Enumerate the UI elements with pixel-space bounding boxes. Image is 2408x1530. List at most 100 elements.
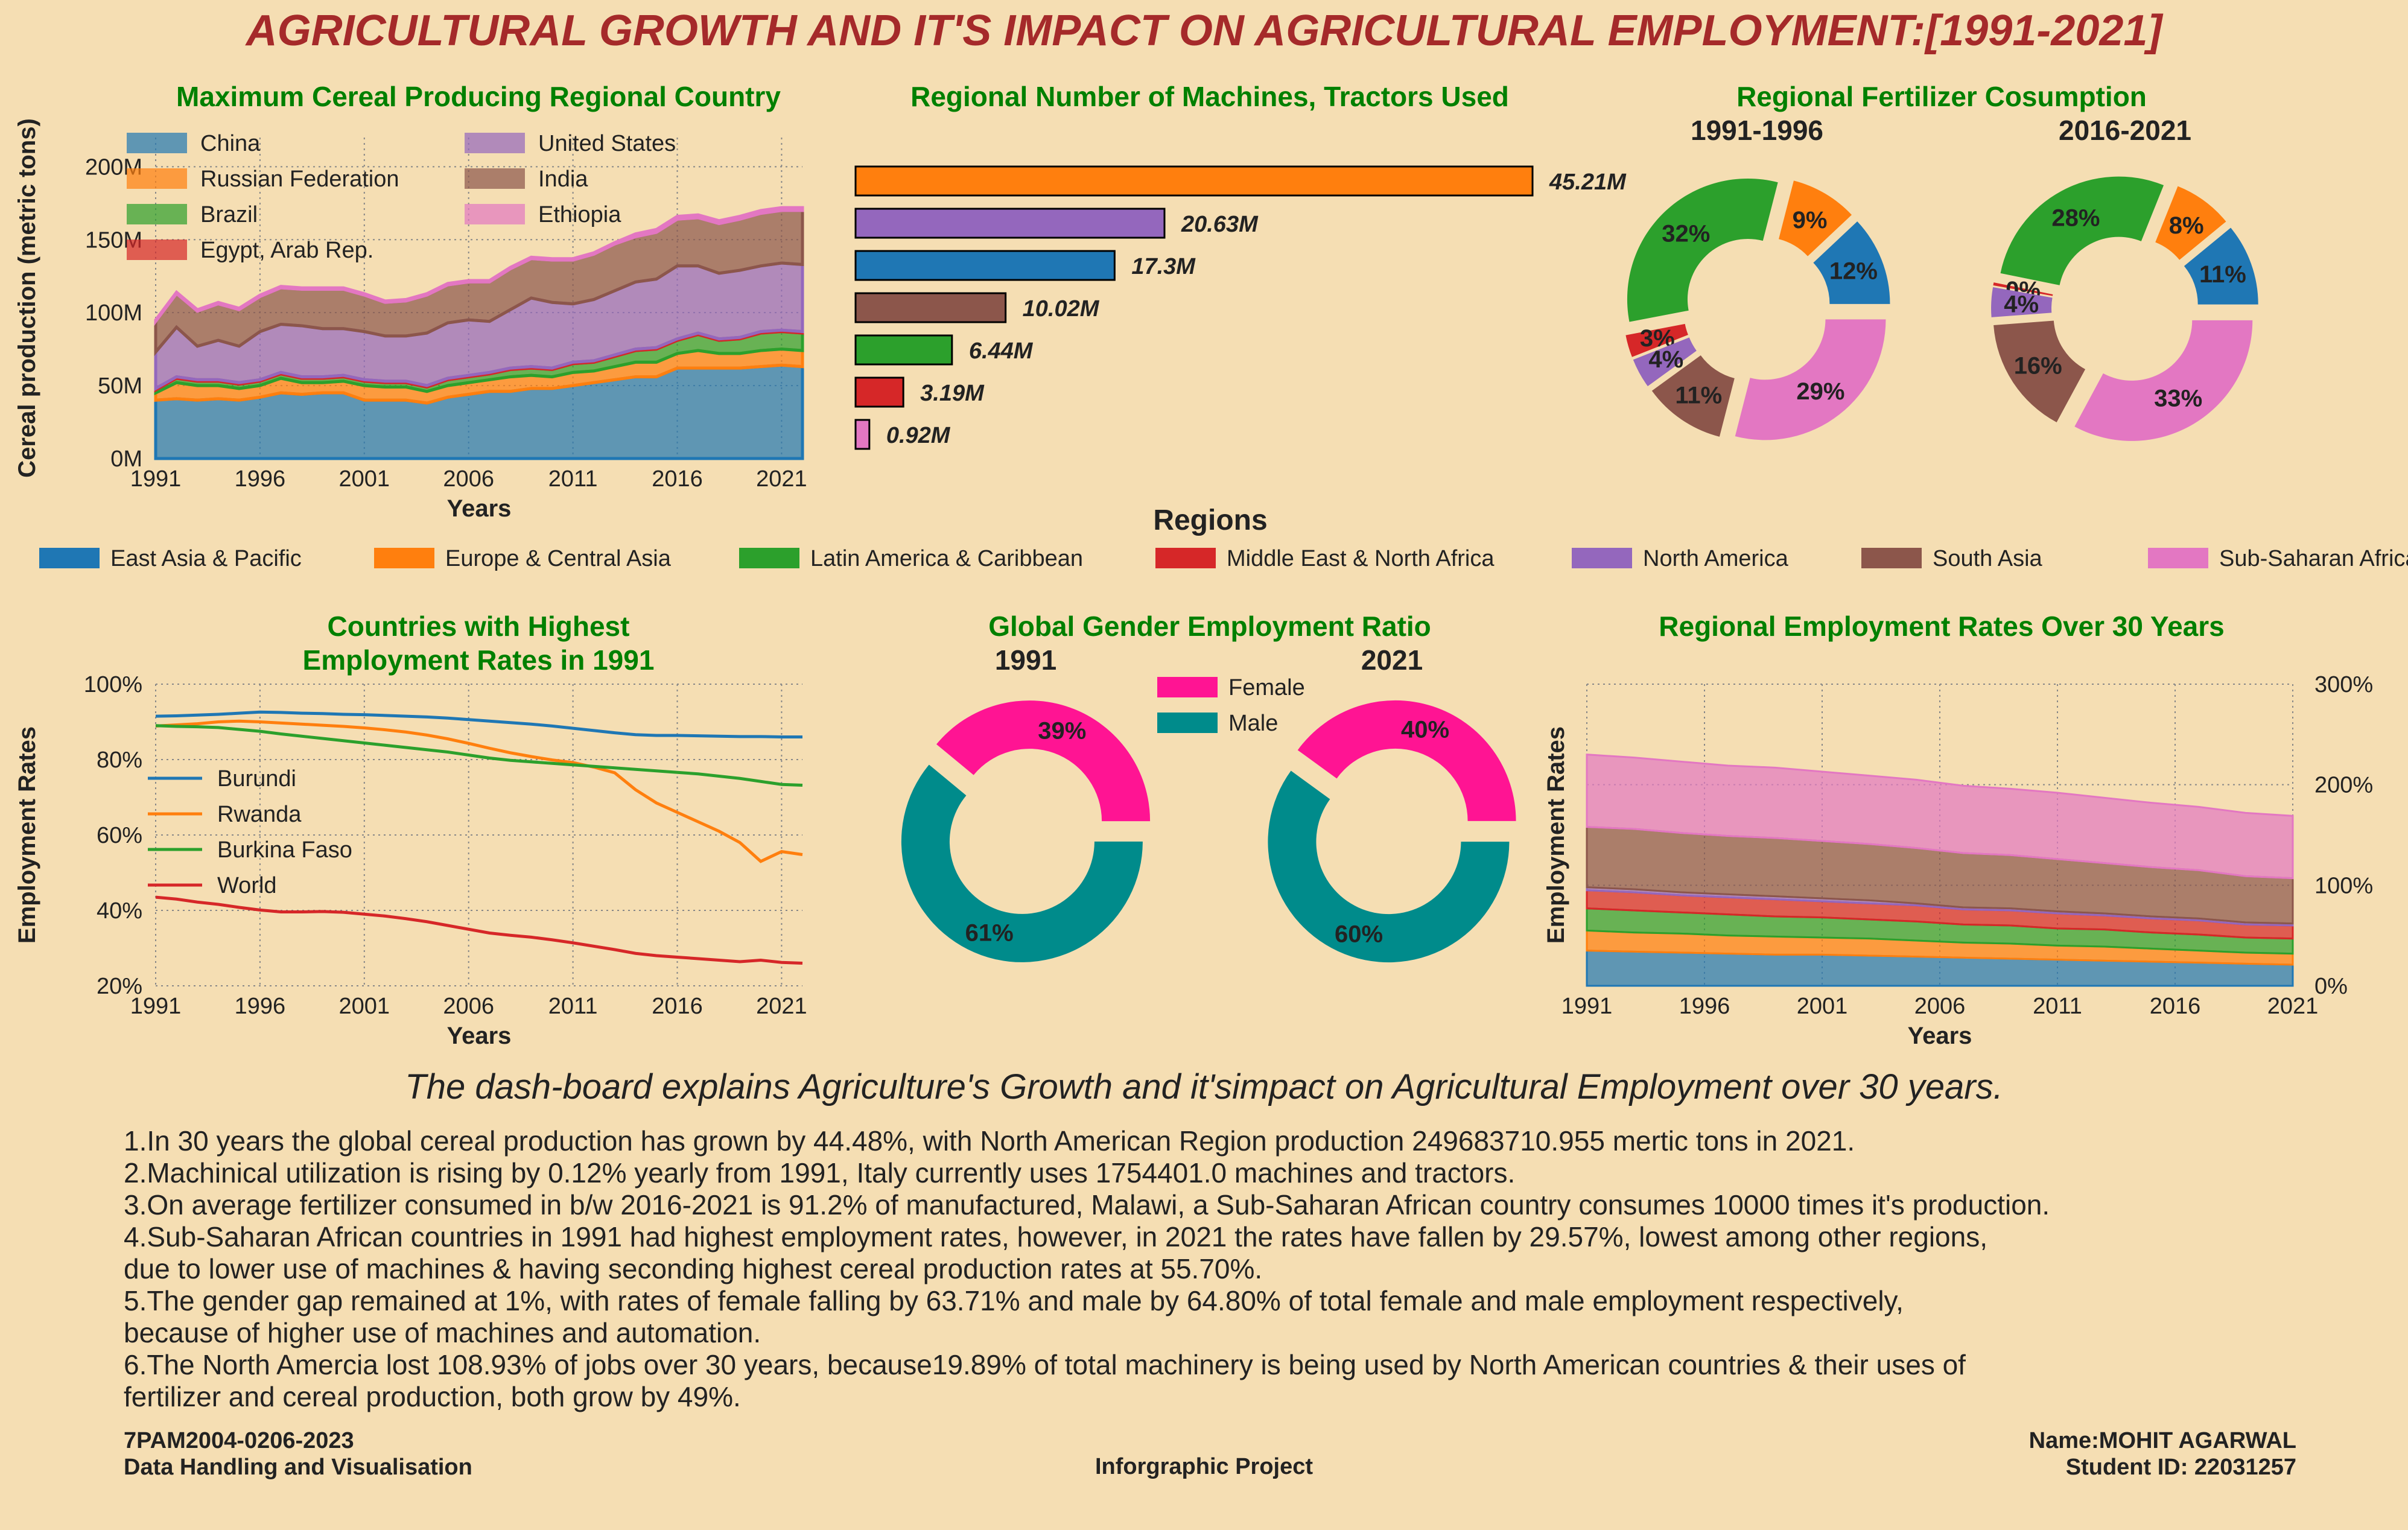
pie-slice-label: 33% [2154,386,2202,412]
x-tick-label: 2016 [2150,994,2201,1019]
pie-slice [1779,180,1852,256]
x-tick-label: 2021 [756,466,807,492]
legend-label: Russian Federation [200,167,399,192]
machines-chart: Regional Number of Machines, Tractors Us… [854,81,1627,450]
bar-value-label: 0.92M [886,423,951,448]
footer-course: 7PAM2004-0206-2023 Data Handling and Vis… [124,1427,472,1481]
pie-slice [2184,227,2258,305]
x-axis-label: Years [447,495,512,522]
pie-slice-label: 11% [1675,382,1722,408]
pie-slice [936,700,1151,822]
chart-title: Regional Employment Rates Over 30 Years [1659,611,2224,642]
pie-slice-label: 61% [965,919,1014,946]
line-series [155,724,803,787]
legend-label: Egypt, Arab Rep. [200,238,373,263]
legend-swatch [465,204,525,224]
legend-swatch [127,204,187,224]
y-tick-label: 60% [97,823,142,848]
pie-slice-label: 12% [1829,258,1878,285]
x-tick-label: 1996 [1679,994,1730,1019]
legend-swatch [39,548,100,568]
area-series [154,206,804,326]
y-tick-label: 300% [2314,672,2373,697]
pie-slice [1297,700,1516,821]
pie-slice [901,764,1143,962]
student-name: Name:MOHIT AGARWAL [2028,1428,2296,1453]
legend-label: Burkina Faso [217,837,352,863]
pie-slice-label: 16% [2014,353,2062,379]
legend-label: North America [1643,546,1789,571]
legend-label: China [200,131,261,156]
pie-slice [2000,176,2164,285]
chart-title: Employment Rates in 1991 [303,644,655,676]
bar [854,292,1007,323]
pie-slice-label: 60% [1335,921,1383,947]
pie-slice [1633,337,1697,387]
y-axis-label: Employment Rates [1543,726,1569,944]
chart-title: Regional Number of Machines, Tractors Us… [910,81,1509,112]
legend-label: India [538,167,588,192]
legend-swatch [1572,548,1632,568]
finding-line: 5.The gender gap remained at 1%, with ra… [124,1285,1904,1316]
x-tick-label: 2011 [548,466,598,492]
pie-slice [1627,178,1778,322]
pie-slice [2155,186,2226,260]
finding-line: fertilizer and cereal production, both g… [124,1381,741,1412]
legend-swatch [1157,713,1218,733]
pie-slice [1993,320,2086,423]
legend-label: Middle East & North Africa [1227,546,1495,571]
legend-swatch [739,548,799,568]
legend-swatch [127,133,187,153]
chart-title: Regional Fertilizer Cosumption [1736,81,2147,112]
regional-employment-chart: Regional Employment Rates Over 30 Years 1… [1543,611,2373,1049]
chart-title: Maximum Cereal Producing Regional Countr… [176,81,781,112]
x-tick-label: 1991 [130,994,182,1019]
footer-project: Inforgraphic Project [1094,1454,1314,1479]
legend-swatch [127,240,187,260]
pie-slice [1735,319,1886,440]
regions-legend: Regions East Asia & Pacific Europe & Centr… [39,504,2408,571]
page-title: AGRICULTURAL GROWTH AND IT'S IMPACT ON A… [246,7,2162,55]
chart-title: Global Gender Employment Ratio [988,611,1431,642]
pie-slice-label: 11% [2199,261,2246,288]
x-tick-label: 2001 [339,466,390,492]
x-tick-label: 2011 [2033,994,2082,1019]
pie-slice-label: 4% [2004,291,2039,317]
student-id: Student ID: 22031257 [2065,1455,2296,1480]
pie-slice-label: 8% [2169,212,2204,239]
x-tick-label: 2001 [1797,994,1848,1019]
y-tick-label: 40% [97,898,142,924]
bar-value-label: 3.19M [920,381,985,406]
pie-slice [1993,282,2053,296]
findings-list: 1.In 30 years the global cereal producti… [124,1125,2356,1413]
x-tick-label: 2021 [756,994,807,1019]
pie-slice [1813,221,1890,304]
legend-label: Brazil [200,202,258,227]
legend-label: Ethiopia [538,202,621,227]
line-series [155,895,803,965]
course-code: 7PAM2004-0206-2023 [124,1428,354,1453]
finding-line: 1.In 30 years the global cereal producti… [124,1125,1855,1157]
legend-label: Male [1228,711,1278,736]
finding-line: because of higher use of machines and au… [124,1317,761,1348]
bar-value-label: 6.44M [969,338,1034,364]
legend-swatch [2148,548,2208,568]
charts-canvas: Maximum Cereal Producing Regional Countr… [14,81,2408,1049]
legend-label: Europe & Central Asia [445,546,672,571]
x-tick-label: 2006 [443,994,494,1019]
y-axis-label: Cereal production (metric tons) [14,118,40,478]
legend-label: World [217,873,277,898]
bar-value-label: 20.63M [1181,212,1259,237]
legend-swatch [127,168,187,189]
bar [854,250,1116,281]
pie-slice [1651,355,1735,437]
legend-label: Burundi [217,766,296,792]
dashboard-subtitle: The dash-board explains Agriculture's Gr… [405,1067,2003,1106]
bar [854,419,871,450]
x-tick-label: 2006 [443,466,494,492]
y-tick-label: 0% [2314,974,2348,999]
y-axis-label: Employment Rates [14,726,40,944]
pie-slice [1625,323,1688,357]
legend-swatch [465,168,525,189]
